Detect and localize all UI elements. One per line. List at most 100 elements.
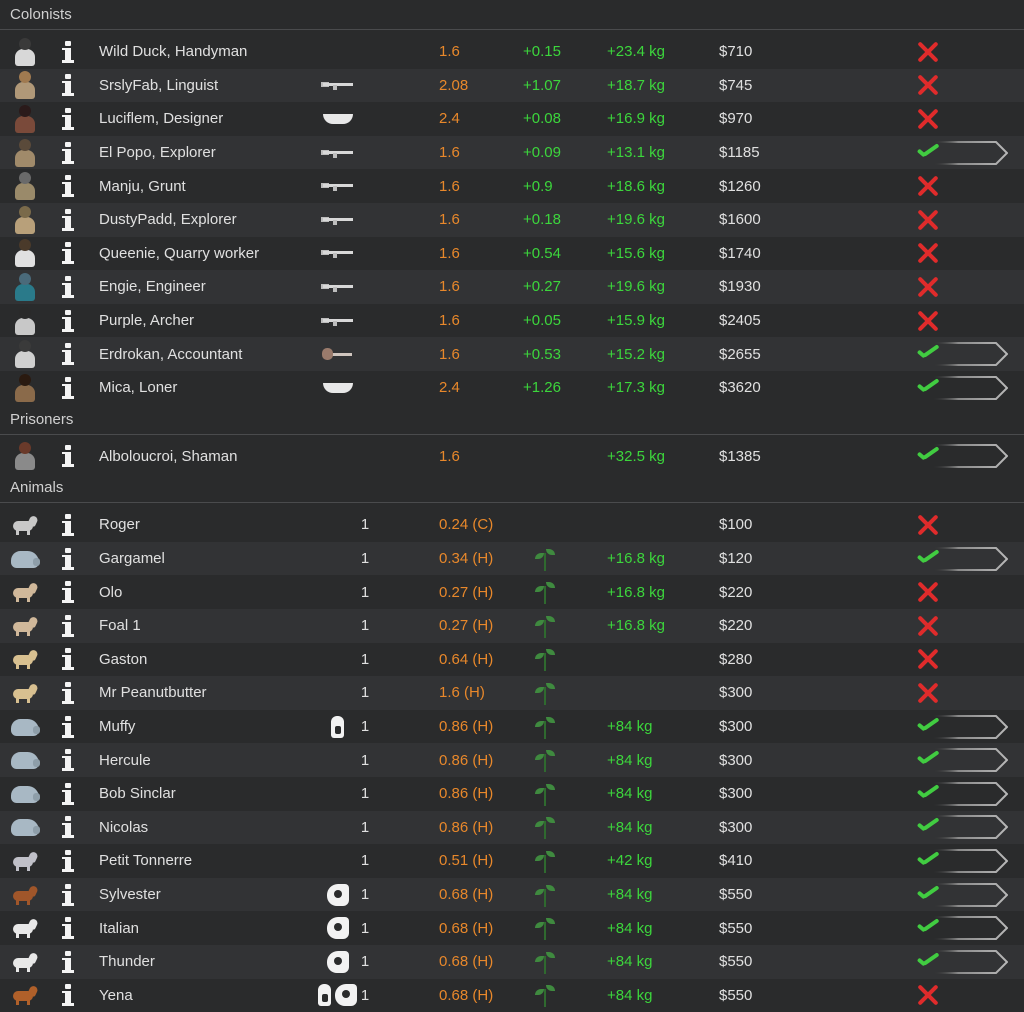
pawn-row[interactable]: Hercule 1 0.86 (H) +84 kg $300 xyxy=(0,743,1024,777)
boomalope-portrait-icon[interactable] xyxy=(9,816,41,838)
info-button[interactable] xyxy=(58,102,78,136)
info-button[interactable] xyxy=(58,237,78,271)
allowed-toggle[interactable] xyxy=(912,138,1008,168)
info-button[interactable] xyxy=(58,844,78,878)
disallowed-x-icon[interactable] xyxy=(917,682,939,704)
allowed-toggle[interactable] xyxy=(912,745,1008,775)
pack-saddle-icon[interactable] xyxy=(331,715,344,738)
allowed-toggle[interactable] xyxy=(912,913,1008,943)
smg-icon[interactable] xyxy=(320,148,355,158)
disallowed-x-icon[interactable] xyxy=(917,108,939,130)
animal-portrait-icon[interactable] xyxy=(9,951,41,973)
animal-portrait-icon[interactable] xyxy=(9,984,41,1006)
pawn-row[interactable]: Foal 1 1 0.27 (H) +16.8 kg $220 xyxy=(0,609,1024,643)
prisoner-portrait-icon[interactable] xyxy=(13,441,37,471)
boomalope-portrait-icon[interactable] xyxy=(9,548,41,570)
info-button[interactable] xyxy=(58,710,78,744)
animal-portrait-icon[interactable] xyxy=(9,850,41,872)
animal-portrait-icon[interactable] xyxy=(9,884,41,906)
colonist-portrait-icon[interactable] xyxy=(13,339,37,369)
boomalope-portrait-icon[interactable] xyxy=(9,749,41,771)
pawn-row[interactable]: SrslyFab, Linguist 2.08 +1.07 +18.7 kg $745 xyxy=(0,68,1024,103)
allowed-toggle[interactable] xyxy=(912,812,1008,842)
pawn-row[interactable]: Gaston 1 0.64 (H) $280 xyxy=(0,643,1024,677)
colonist-portrait-icon[interactable] xyxy=(13,205,37,235)
pawn-row[interactable]: Bob Sinclar 1 0.86 (H) +84 kg $300 xyxy=(0,777,1024,811)
rifle-icon[interactable] xyxy=(320,80,355,91)
horse-tack-icon[interactable] xyxy=(326,917,349,940)
allowed-toggle[interactable] xyxy=(912,880,1008,910)
colonist-portrait-icon[interactable] xyxy=(13,171,37,201)
horse-tack-icon[interactable] xyxy=(335,984,357,1007)
pawn-row[interactable]: Mica, Loner 2.4 +1.26 +17.3 kg $3620 xyxy=(0,371,1024,405)
horse-tack-icon[interactable] xyxy=(326,950,349,973)
disallowed-x-icon[interactable] xyxy=(917,648,939,670)
colonist-portrait-icon[interactable] xyxy=(13,306,37,336)
pawn-row[interactable]: DustyPadd, Explorer 1.6 +0.18 +19.6 kg $1600 xyxy=(0,203,1024,237)
pawn-row[interactable]: Luciflem, Designer 2.4 +0.08 +16.9 kg $970 xyxy=(0,102,1024,136)
pawn-row[interactable]: Roger 1 0.24 (C) $100 xyxy=(0,508,1024,542)
info-button[interactable] xyxy=(58,676,78,710)
pawn-row[interactable]: Nicolas 1 0.86 (H) +84 kg $300 xyxy=(0,810,1024,845)
pawn-row[interactable]: Muffy 1 0.86 (H) +84 kg $300 xyxy=(0,710,1024,744)
allowed-toggle[interactable] xyxy=(912,441,1008,471)
colonist-portrait-icon[interactable] xyxy=(13,138,37,168)
colonist-portrait-icon[interactable] xyxy=(13,37,37,67)
info-button[interactable] xyxy=(58,203,78,237)
info-button[interactable] xyxy=(58,777,78,811)
pawn-row[interactable]: Alboloucroi, Shaman 1.6 +32.5 kg $1385 xyxy=(0,440,1024,474)
animal-portrait-icon[interactable] xyxy=(9,514,41,536)
colonist-portrait-icon[interactable] xyxy=(13,272,37,302)
info-button[interactable] xyxy=(58,508,78,542)
info-button[interactable] xyxy=(58,945,78,979)
info-button[interactable] xyxy=(58,609,78,643)
animal-portrait-icon[interactable] xyxy=(9,648,41,670)
info-button[interactable] xyxy=(58,575,78,609)
allowed-toggle[interactable] xyxy=(912,779,1008,809)
rifle-icon[interactable] xyxy=(320,316,355,326)
rifle-icon[interactable] xyxy=(320,215,355,225)
animal-portrait-icon[interactable] xyxy=(9,682,41,704)
disallowed-x-icon[interactable] xyxy=(917,74,939,96)
club-icon[interactable] xyxy=(321,348,354,361)
animal-portrait-icon[interactable] xyxy=(9,917,41,939)
info-button[interactable] xyxy=(58,542,78,576)
rifle-icon[interactable] xyxy=(320,248,355,259)
rifle-icon[interactable] xyxy=(320,181,355,192)
info-button[interactable] xyxy=(58,878,78,912)
pawn-row[interactable]: Yena 1 0.68 (H) +84 kg $550 xyxy=(0,979,1024,1012)
knife-icon[interactable] xyxy=(322,382,353,393)
horse-tack-icon[interactable] xyxy=(326,883,349,906)
pawn-row[interactable]: Olo 1 0.27 (H) +16.8 kg $220 xyxy=(0,575,1024,609)
info-button[interactable] xyxy=(58,811,78,845)
pawn-row[interactable]: Wild Duck, Handyman 1.6 +0.15 +23.4 kg $710 xyxy=(0,35,1024,69)
rifle-icon[interactable] xyxy=(320,282,355,292)
disallowed-x-icon[interactable] xyxy=(917,242,939,264)
info-button[interactable] xyxy=(58,743,78,777)
disallowed-x-icon[interactable] xyxy=(917,581,939,603)
pawn-row[interactable]: Sylvester 1 0.68 (H) +84 kg $550 xyxy=(0,877,1024,912)
disallowed-x-icon[interactable] xyxy=(917,175,939,197)
colonist-portrait-icon[interactable] xyxy=(13,373,37,403)
allowed-toggle[interactable] xyxy=(912,373,1008,403)
allowed-toggle[interactable] xyxy=(912,712,1008,742)
pawn-row[interactable]: Queenie, Quarry worker 1.6 +0.54 +15.6 kg $1… xyxy=(0,237,1024,271)
colonist-portrait-icon[interactable] xyxy=(13,70,37,100)
info-button[interactable] xyxy=(58,169,78,203)
boomalope-portrait-icon[interactable] xyxy=(9,716,41,738)
pawn-row[interactable]: El Popo, Explorer 1.6 +0.09 +13.1 kg $1185 xyxy=(0,135,1024,170)
boomalope-portrait-icon[interactable] xyxy=(9,783,41,805)
info-button[interactable] xyxy=(58,979,78,1012)
pawn-row[interactable]: Italian 1 0.68 (H) +84 kg $550 xyxy=(0,911,1024,945)
disallowed-x-icon[interactable] xyxy=(917,41,939,63)
knife-icon[interactable] xyxy=(322,113,353,124)
info-button[interactable] xyxy=(58,304,78,338)
disallowed-x-icon[interactable] xyxy=(917,209,939,231)
pawn-row[interactable]: Petit Tonnerre 1 0.51 (H) +42 kg $410 xyxy=(0,844,1024,878)
allowed-toggle[interactable] xyxy=(912,339,1008,369)
info-button[interactable] xyxy=(58,911,78,945)
colonist-portrait-icon[interactable] xyxy=(13,238,37,268)
disallowed-x-icon[interactable] xyxy=(917,310,939,332)
animal-portrait-icon[interactable] xyxy=(9,615,41,637)
pawn-row[interactable]: Erdrokan, Accountant 1.6 +0.53 +15.2 kg $265… xyxy=(0,337,1024,371)
